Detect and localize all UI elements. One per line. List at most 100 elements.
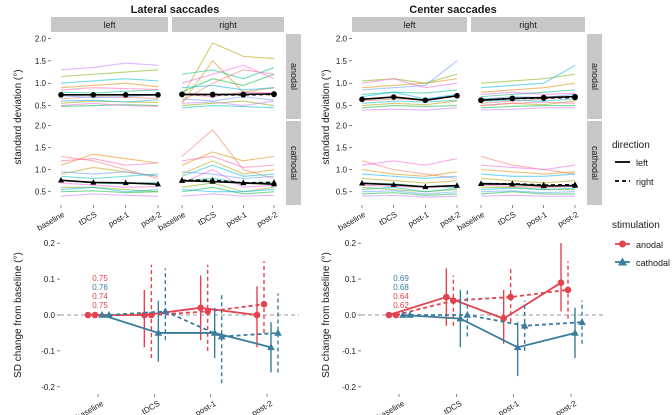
subject-line	[361, 100, 458, 107]
legend-direction: direction left right	[612, 140, 654, 187]
y-tick-label: 1.5	[35, 144, 47, 153]
summary-point	[443, 293, 450, 301]
x-tick-label: post-1	[525, 210, 549, 229]
mean-line-left	[181, 179, 275, 186]
top-ylabel-lateral: standard deviation (°)	[13, 69, 24, 164]
subject-line	[60, 182, 159, 188]
subject-line	[480, 191, 575, 195]
summary-point	[91, 311, 99, 319]
subject-line	[480, 64, 576, 89]
summary-line-cathodal-right	[410, 314, 583, 327]
subject-line	[480, 190, 576, 194]
mean-point	[359, 96, 365, 103]
legend-stimulation-title: stimulation	[612, 220, 660, 231]
subject-line	[181, 42, 275, 97]
subject-line	[181, 84, 275, 91]
x-tick-label: tDCS	[197, 210, 218, 227]
subject-line	[181, 186, 275, 195]
summary-point	[456, 314, 465, 322]
mean-point	[478, 180, 484, 186]
mean-point	[90, 179, 97, 185]
y-tick-label: 0.5	[336, 102, 348, 111]
summary-point	[507, 293, 514, 301]
facet-col-label-right: right	[519, 20, 537, 30]
mean-point	[271, 91, 277, 98]
y-tick-label: 0.0	[345, 311, 357, 320]
subject-line	[480, 107, 575, 111]
subject-line	[361, 107, 458, 111]
x-tick-label: baseline	[456, 210, 487, 233]
summary-point	[450, 297, 457, 304]
bottom-ylabel-center: SD change from baseline (°)	[321, 252, 332, 378]
y-tick-label: 0.5	[35, 102, 47, 111]
mean-point	[509, 95, 516, 102]
mean-point	[572, 181, 578, 187]
summary-point	[154, 328, 163, 336]
summary-point	[513, 343, 522, 351]
subject-line	[361, 60, 458, 91]
subject-line	[181, 164, 275, 177]
y-tick-label: 0.1	[44, 275, 56, 284]
legend-stimulation-anodal: anodal	[636, 240, 663, 250]
subject-line	[361, 192, 458, 196]
mean-point	[454, 182, 460, 188]
summary-point	[463, 311, 472, 318]
y-tick-label: 0.0	[44, 311, 56, 320]
subject-line	[181, 188, 275, 193]
summary-point	[161, 307, 170, 315]
panel-title-center: Center saccades	[409, 4, 496, 16]
facet-strip-anodal-cen	[587, 34, 602, 119]
x-tick-label: post-2	[556, 210, 580, 229]
summary-line-cathodal-right	[108, 310, 279, 338]
subject-line	[361, 190, 458, 195]
facet-strip-cathodal-lat	[286, 121, 301, 205]
baseline-value-label: 0.74	[92, 292, 108, 301]
subject-line	[60, 186, 159, 193]
mean-point	[209, 176, 216, 183]
subject-line	[181, 169, 275, 188]
subject-line	[181, 182, 275, 193]
mean-point	[179, 91, 185, 98]
subject-line	[60, 62, 159, 71]
facet-strip-anodal-lat	[286, 34, 301, 119]
baseline-value-label: 0.76	[92, 283, 108, 292]
x-tick-label: post-2	[250, 399, 274, 415]
subject-line	[60, 190, 159, 194]
x-tick-label: baseline	[337, 210, 368, 233]
x-tick-label: tDCS	[77, 210, 98, 227]
bottom-ylabel-lateral: SD change from baseline (°)	[13, 252, 24, 378]
summary-point	[564, 286, 572, 294]
mean-point	[122, 92, 129, 98]
subject-line	[480, 164, 576, 171]
mean-point	[209, 92, 216, 98]
summary-line-cathodal-left	[101, 314, 272, 349]
summary-point	[399, 311, 407, 318]
facet-col-label-left: left	[403, 20, 416, 30]
y-tick-label: -0.1	[342, 347, 356, 356]
summary-point	[392, 311, 400, 319]
y-tick-label: -0.1	[41, 347, 55, 356]
subject-line	[480, 173, 576, 177]
subject-line	[480, 177, 576, 184]
x-tick-label: post-1	[225, 210, 249, 229]
y-tick-label: 1.0	[35, 166, 47, 175]
mean-point	[179, 176, 185, 183]
mean-point	[271, 179, 277, 185]
subject-line	[480, 194, 575, 197]
y-tick-label: 2.0	[336, 121, 348, 130]
mean-point	[90, 92, 97, 98]
panel-title-lateral: Lateral saccades	[131, 4, 220, 16]
summary-point	[267, 343, 275, 351]
x-tick-label: post-1	[497, 399, 521, 415]
summary-point	[406, 311, 414, 318]
facet-strip-left-lat	[51, 17, 168, 32]
subject-line	[181, 105, 275, 109]
baseline-value-label: 0.64	[393, 292, 409, 301]
top-ylabel-center: standard deviation (°)	[321, 69, 332, 164]
subject-line	[60, 171, 159, 177]
x-tick-label: tDCS	[442, 399, 463, 415]
subject-line	[60, 94, 159, 99]
subject-line	[60, 104, 159, 108]
subject-line	[60, 69, 159, 78]
mean-point	[509, 180, 516, 186]
